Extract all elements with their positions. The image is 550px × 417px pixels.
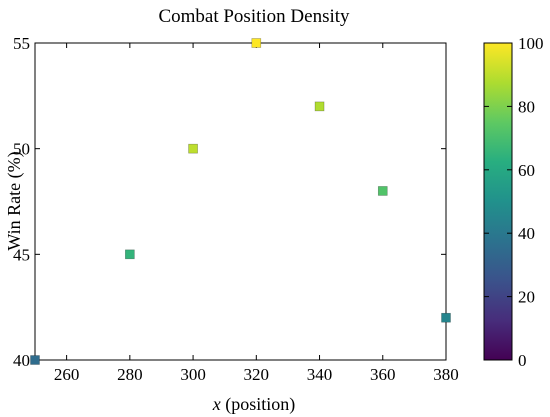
plot-area-frame (34, 42, 447, 361)
y-tick-label: 55 (13, 34, 30, 53)
x-tick-label: 360 (370, 365, 396, 384)
x-axis-label: x (position) (212, 394, 296, 415)
y-tick-label: 40 (13, 351, 30, 370)
data-point (188, 143, 198, 154)
colorbar-tick-label: 100 (518, 34, 544, 53)
chart-title: Combat Position Density (158, 6, 350, 27)
y-axis-ticks: 40 45 50 55 (13, 34, 446, 370)
x-axis-ticks: 260 280 300 320 340 360 380 (54, 43, 459, 384)
y-tick-label: 50 (13, 140, 30, 159)
colorbar-tick-label: 60 (518, 161, 535, 180)
colorbar (483, 42, 513, 361)
colorbar-tick-label: 20 (518, 288, 535, 307)
data-point (251, 38, 262, 48)
x-tick-label: 320 (244, 365, 270, 384)
colorbar-tick-label: 80 (518, 97, 535, 116)
colorbar-ticks: 0 20 40 60 80 100 (484, 34, 544, 370)
data-point (30, 355, 40, 365)
colorbar-tick-label: 0 (518, 351, 527, 370)
colorbar-tick-label: 40 (518, 224, 535, 243)
y-axis-label: Win Rate (%) (4, 151, 25, 250)
data-point (314, 101, 325, 112)
x-tick-label: 380 (433, 365, 459, 384)
x-tick-label: 340 (307, 365, 333, 384)
y-tick-label: 45 (13, 245, 30, 264)
x-tick-label: 280 (117, 365, 143, 384)
data-point (441, 312, 451, 323)
x-tick-label: 260 (54, 365, 80, 384)
data-points (30, 38, 451, 365)
x-tick-label: 300 (180, 365, 206, 384)
data-point (125, 249, 135, 260)
data-point (377, 186, 388, 196)
